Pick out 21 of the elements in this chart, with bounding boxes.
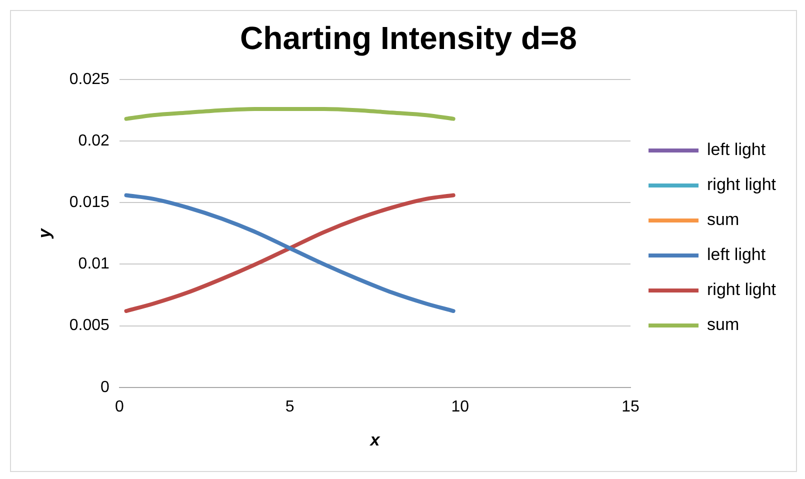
line-series [124, 193, 456, 314]
y-tick-label: 0.01 [78, 256, 110, 273]
legend-label: left light [707, 245, 766, 264]
text: 0.005 [69, 317, 110, 334]
x-tick-label: 10 [451, 398, 470, 416]
y-axis-title: y [34, 227, 54, 240]
legend-label: sum [707, 315, 740, 334]
line-series [124, 106, 456, 121]
x-tick-label: 0 [114, 398, 124, 416]
legend-label: right light [707, 280, 776, 300]
legend-label: sum [707, 210, 740, 230]
legend-label: right light [707, 175, 776, 194]
y-tick-label: 0.02 [78, 132, 110, 150]
y-tick-label: 0.015 [69, 194, 110, 212]
x-axis-title: x [369, 430, 382, 450]
y-tick-label: 0 [100, 378, 110, 396]
legend-label: left light [707, 140, 766, 160]
x-tick-label: 5 [285, 398, 294, 416]
chart-title: Charting Intensity d=8 [240, 20, 577, 56]
x-tick-label: 15 [622, 398, 640, 416]
y-tick-label: 0.025 [69, 70, 110, 88]
